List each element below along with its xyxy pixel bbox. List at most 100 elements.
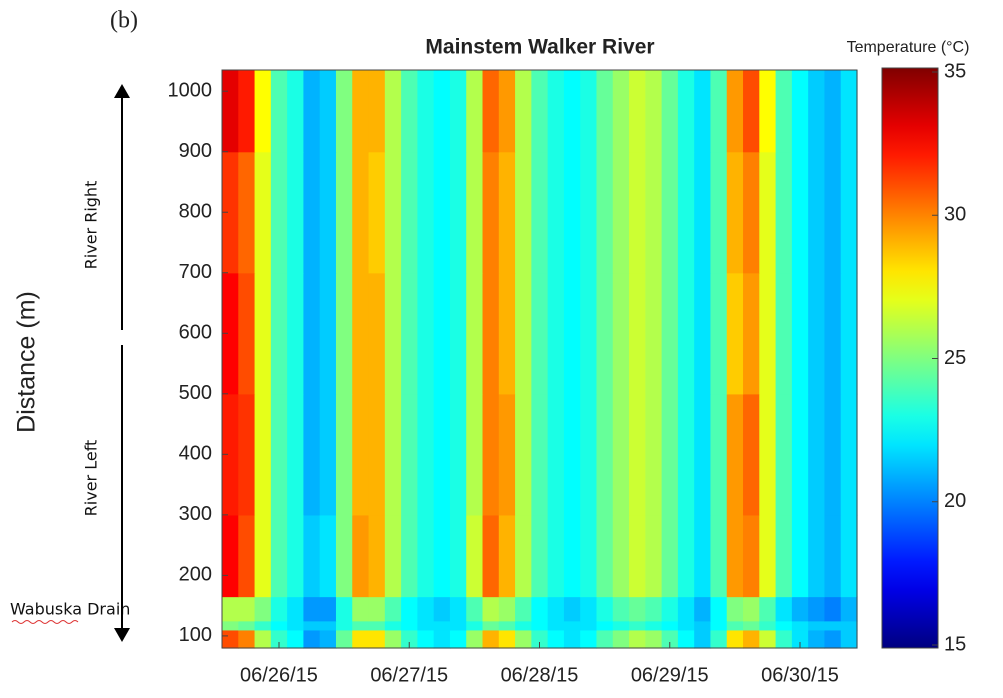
heat-cell (515, 70, 532, 153)
heat-cell (482, 151, 500, 274)
heat-cell (612, 620, 630, 631)
heat-cell (352, 393, 370, 516)
heat-cell (303, 596, 321, 622)
heat-cell (449, 70, 467, 153)
heat-cell (808, 596, 826, 622)
heat-cell (401, 629, 418, 649)
heat-cell (335, 151, 353, 274)
heat-cell (238, 629, 256, 649)
heat-cell (726, 393, 744, 516)
heat-cell (840, 629, 858, 649)
heat-cell (759, 393, 777, 516)
heat-cell (287, 393, 305, 516)
heat-cell (238, 70, 256, 153)
heat-cell (596, 393, 614, 516)
heat-cell (466, 70, 484, 153)
heat-cell (645, 151, 663, 274)
heat-cell (547, 70, 565, 153)
heat-cell (629, 151, 646, 274)
heat-cell (352, 151, 370, 274)
heat-cell (449, 272, 467, 395)
heat-cell (563, 629, 581, 649)
heat-cell (808, 151, 826, 274)
heat-cell (254, 151, 272, 274)
heat-cell (515, 272, 532, 395)
spell-underline (11, 620, 79, 624)
heat-cell (743, 620, 760, 631)
heat-cell (368, 596, 386, 622)
heat-cell (726, 514, 744, 598)
heat-cell (352, 620, 370, 631)
heat-cell (775, 151, 793, 274)
heat-cell (694, 629, 712, 649)
chart-title: Mainstem Walker River (425, 36, 654, 59)
heat-cell (401, 596, 418, 622)
heat-cell (515, 629, 532, 649)
heat-cell (808, 272, 826, 395)
heat-cell (743, 272, 760, 395)
heat-cell (645, 596, 663, 622)
heat-cell (645, 70, 663, 153)
heat-cell (743, 393, 760, 516)
heat-cell (743, 596, 760, 622)
heat-cell (563, 514, 581, 598)
heat-cell (710, 272, 728, 395)
heat-cell (759, 620, 777, 631)
heat-cell (677, 514, 695, 598)
heat-cell (531, 620, 549, 631)
heat-cell (694, 620, 712, 631)
heat-cell (694, 70, 712, 153)
heat-cell (580, 629, 598, 649)
heat-cell (612, 70, 630, 153)
heat-cell (759, 514, 777, 598)
heat-cell (645, 620, 663, 631)
heat-cell (661, 514, 679, 598)
heat-cell (303, 151, 321, 274)
heat-cell (808, 629, 826, 649)
heat-cell (840, 70, 858, 153)
heat-cell (694, 393, 712, 516)
heat-cell (482, 514, 500, 598)
heat-cell (808, 70, 826, 153)
heat-cell (743, 151, 760, 274)
heat-cell (775, 620, 793, 631)
x-tick-label: 06/28/15 (501, 664, 579, 686)
annotation: River Right (82, 181, 101, 270)
heat-cell (384, 70, 402, 153)
heat-cell (596, 70, 614, 153)
heat-cell (547, 514, 565, 598)
heat-cell (368, 393, 386, 516)
heat-cell (547, 151, 565, 274)
panel-label: (b) (110, 8, 138, 34)
heat-cell (482, 272, 500, 395)
heat-cell (661, 596, 679, 622)
heat-cell (270, 596, 288, 622)
heat-cell (401, 620, 418, 631)
heat-cell (694, 272, 712, 395)
heat-cell (270, 393, 288, 516)
heat-cell (612, 151, 630, 274)
heat-cell (840, 514, 858, 598)
heat-cell (515, 151, 532, 274)
heat-cell (791, 514, 809, 598)
heat-cell (661, 272, 679, 395)
heatmap (222, 70, 858, 649)
heat-cell (498, 620, 516, 631)
heat-cell (319, 70, 337, 153)
heat-cell (743, 70, 760, 153)
heat-cell (335, 393, 353, 516)
heat-cell (645, 393, 663, 516)
heat-cell (759, 151, 777, 274)
heat-cell (433, 620, 451, 631)
heat-cell (694, 514, 712, 598)
y-tick-label: 1000 (168, 79, 213, 101)
heat-cell (368, 620, 386, 631)
heat-cell (612, 393, 630, 516)
heat-cell (791, 393, 809, 516)
heat-cell (563, 596, 581, 622)
heat-cell (694, 596, 712, 622)
heat-cell (726, 151, 744, 274)
heat-cell (352, 514, 370, 598)
heat-cell (580, 393, 598, 516)
heat-cell (433, 151, 451, 274)
